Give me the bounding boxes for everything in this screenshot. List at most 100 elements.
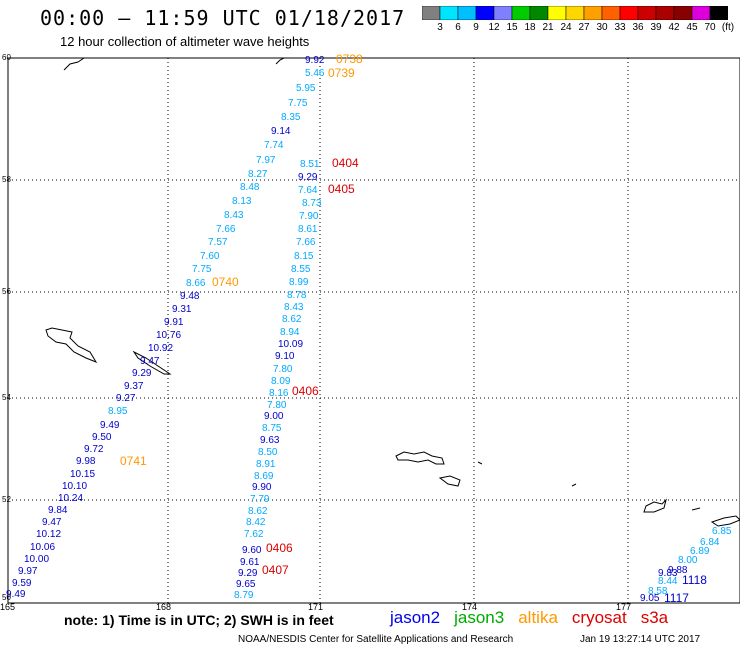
wave-height-value: 9.00 [264,411,284,422]
wave-height-value: 8.73 [302,198,322,209]
wave-height-value: 8.48 [240,182,260,193]
wave-height-value: 7.79 [250,494,270,505]
wave-height-value: 8.94 [280,327,300,338]
wave-height-value: 7.66 [216,224,236,235]
legend-item-jason3: jason3 [454,608,505,627]
pass-time-label: 1118 [682,573,707,587]
pass-time-label: 0404 [332,156,359,170]
pass-time-label: 0738 [336,52,363,66]
wave-height-value: 7.66 [296,237,316,248]
wave-height-value: 10.10 [62,481,87,492]
wave-height-value: 7.74 [264,140,284,151]
wave-height-value: 8.62 [248,506,268,517]
lat-label-56: 56 [2,287,11,296]
legend-item-altika: altika [518,608,558,627]
wave-height-value: 10.06 [30,542,55,553]
lon-label-174: 174 [462,602,477,612]
wave-height-value: 9.83 [658,568,678,579]
wave-height-value: 10.09 [278,339,303,350]
color-scale-label: 12 [488,22,500,33]
color-scale-label: 70 [704,22,716,33]
pass-time-label: 0740 [212,275,239,289]
wave-height-value: 9.50 [92,432,112,443]
wave-height-value: 10.76 [156,330,181,341]
units-note: note: 1) Time is in UTC; 2) SWH is in fe… [64,612,334,628]
wave-height-value: 9.05 [640,593,660,604]
color-scale-label: 9 [473,22,479,33]
legend-item-jason2: jason2 [390,608,441,627]
lat-label-58: 58 [2,175,11,184]
wave-height-value: 7.97 [256,155,276,166]
lat-label-50: 50 [2,593,11,602]
wave-height-value: 5.95 [296,83,316,94]
wave-height-value: 9.98 [76,456,96,467]
wave-height-value: 7.57 [208,237,228,248]
wave-height-value: 9.37 [124,381,144,392]
wave-height-value: 7.80 [267,400,287,411]
wave-height-value: 7.90 [299,211,319,222]
pass-time-label: 0406 [292,384,319,398]
wave-height-value: 8.42 [246,517,266,528]
wave-height-value: 8.15 [294,251,314,262]
lat-label-52: 52 [2,495,11,504]
wave-height-value: 8.50 [258,447,278,458]
color-scale-label: 27 [578,22,590,33]
pass-time-label: 0741 [120,454,147,468]
wave-height-value: 6.85 [712,526,732,537]
wave-height-value: 8.69 [254,471,274,482]
color-scale-label: 15 [506,22,518,33]
color-scale-label: 42 [668,22,680,33]
color-scale-label: 24 [560,22,572,33]
wave-height-value: 8.58 [648,586,668,597]
wave-height-value: 9.90 [252,482,272,493]
wave-height-value: 10.15 [70,469,95,480]
wave-height-value: 8.43 [224,210,244,221]
wave-height-value: 9.65 [236,579,256,590]
wave-height-value: 10.92 [148,343,173,354]
wave-height-value: 8.99 [289,277,309,288]
color-scale-label: (ft) [721,22,735,33]
wave-height-value: 9.29 [132,368,152,379]
color-scale-label: 3 [437,22,443,33]
wave-height-value: 7.62 [244,529,264,540]
wave-height-value: 9.97 [18,566,38,577]
color-scale-bar [422,6,728,20]
legend-item-s3a: s3a [640,608,669,627]
wave-height-value: 8.16 [269,388,289,399]
wave-height-value: 8.79 [234,590,254,601]
satellite-legend: jason2 jason3 altika cryosat s3a [390,608,682,628]
coastline [45,57,740,527]
wave-height-value: 10.00 [24,554,49,565]
wave-height-value: 8.62 [282,314,302,325]
wave-height-value: 9.14 [271,126,291,137]
pass-time-label: 0739 [328,66,355,80]
wave-height-value: 8.66 [186,278,206,289]
wave-height-value: 9.47 [140,356,160,367]
grid [8,58,740,603]
color-scale-label: 21 [542,22,554,33]
wave-height-value: 8.75 [262,423,282,434]
wave-height-value: 9.47 [42,517,62,528]
color-scale-label: 36 [632,22,644,33]
altimeter-tracks: 9.92 5.46 5.95 7.75 8.35 9.14 7.74 7.97 8.27 8.48… [6,55,732,604]
wave-height-value: 7.80 [273,364,293,375]
wave-height-value: 8.44 [658,576,678,587]
wave-height-value: 7.75 [192,264,212,275]
pass-time-label: 0405 [328,182,355,196]
lon-label-171: 171 [308,602,323,612]
wave-height-value: 9.48 [180,291,200,302]
wave-height-value: 9.60 [242,545,262,556]
pass-time-label: 0407 [262,563,289,577]
wave-height-value: 6.89 [690,546,710,557]
pass-time-label: 0406 [266,541,293,555]
color-scale-label: 33 [614,22,626,33]
wave-height-value: 8.78 [287,290,307,301]
wave-height-value: 8.27 [248,169,268,180]
wave-height-value: 9.31 [172,304,192,315]
wave-height-value: 8.51 [300,159,320,170]
wave-height-value: 9.49 [100,420,120,431]
wave-height-value: 9.92 [305,55,325,66]
map-subtitle: 12 hour collection of altimeter wave hei… [60,34,310,49]
